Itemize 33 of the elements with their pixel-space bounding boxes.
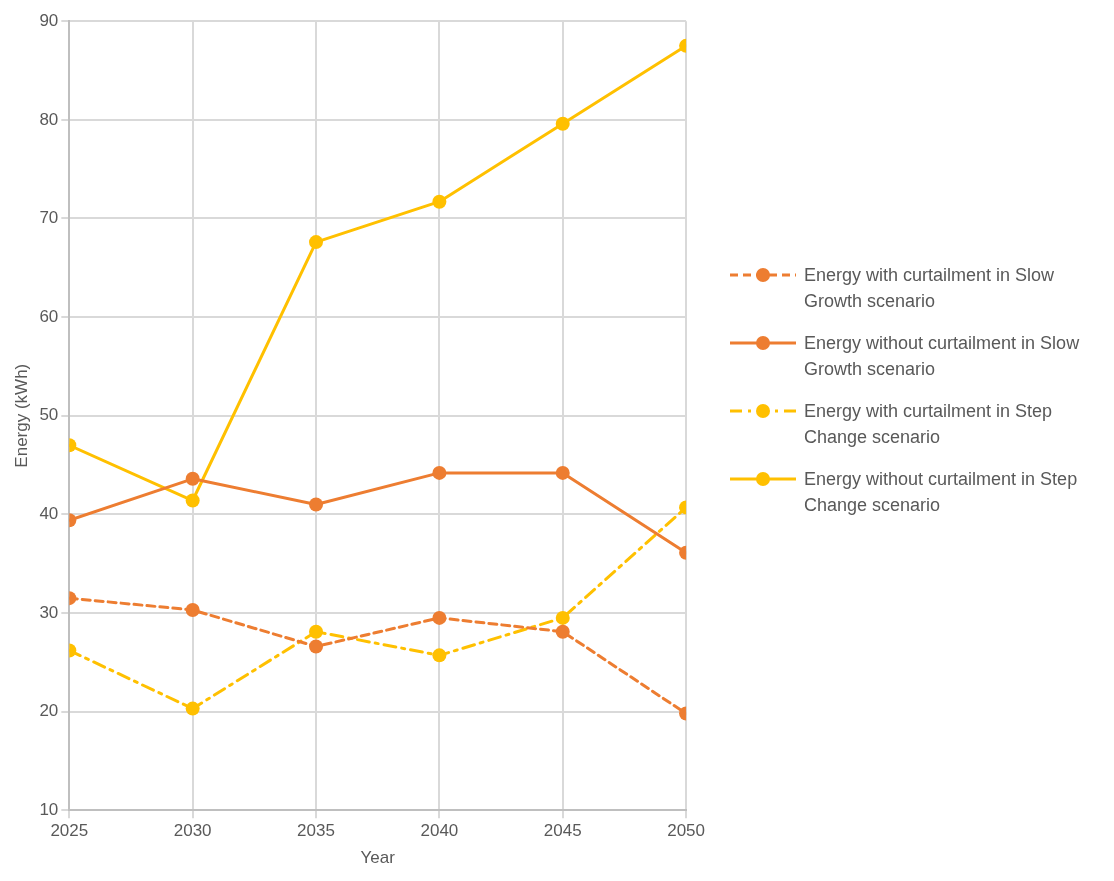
x-tick-label: 2025	[50, 821, 89, 841]
x-axis-title: Year	[360, 848, 396, 868]
point	[555, 465, 570, 480]
point	[309, 235, 324, 250]
y-axis-title: Energy (kWh)	[11, 363, 31, 468]
x-tick-label: 2030	[173, 821, 212, 841]
legend-label: Energy without curtailment in Slow Growth scenario	[804, 331, 1081, 381]
legend-label: Energy with curtailment in Step Change scenario	[804, 399, 1054, 449]
point	[555, 610, 570, 625]
x-tick-label: 2045	[543, 821, 582, 841]
x-tick-label: 2040	[420, 821, 459, 841]
y-tick-label: 60	[39, 306, 59, 326]
x-tick-label: 2035	[297, 821, 335, 841]
legend-label: Energy with curtailment in Slow Growth scenario	[804, 263, 1056, 313]
point	[432, 610, 447, 625]
point	[432, 465, 447, 480]
point	[555, 116, 570, 131]
y-tick-label: 30	[39, 602, 59, 622]
point	[432, 194, 447, 209]
y-tick-label: 40	[39, 504, 59, 524]
point	[432, 648, 447, 663]
y-tick-label: 90	[39, 10, 59, 30]
legend-label: Energy without curtailment in Step Change scenario	[804, 467, 1079, 517]
y-tick-label: 70	[39, 208, 59, 228]
point	[309, 497, 324, 512]
y-tick-label: 50	[39, 405, 59, 425]
y-tick-label: 80	[39, 109, 59, 129]
y-tick-label: 10	[39, 799, 59, 819]
x-tick-label: 2050	[667, 821, 705, 841]
point	[555, 624, 570, 639]
point	[309, 639, 324, 654]
point	[309, 624, 324, 639]
y-tick-label: 20	[39, 701, 59, 721]
